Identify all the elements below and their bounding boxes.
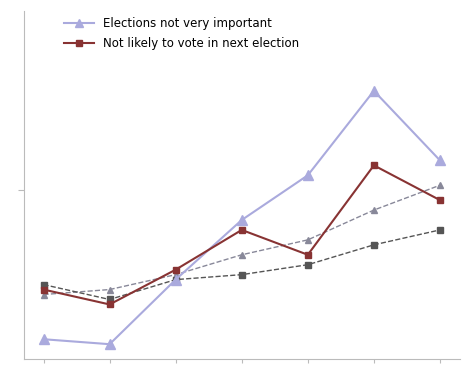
Legend: Elections not very important, Not likely to vote in next election: Elections not very important, Not likely…: [64, 17, 300, 50]
